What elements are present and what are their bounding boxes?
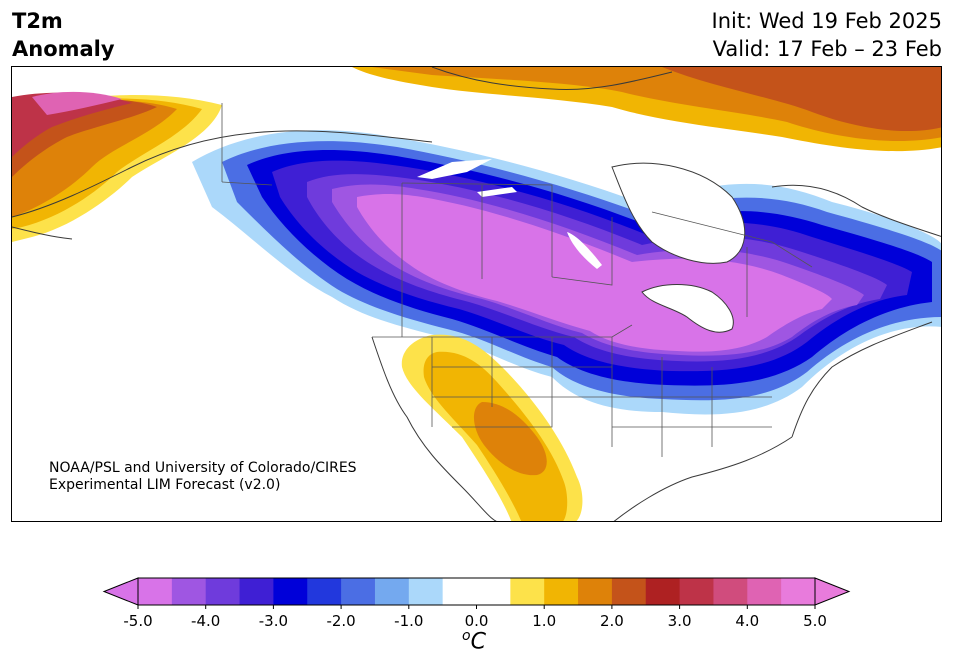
colorbar-cell	[510, 578, 545, 605]
forecast-dates: Init: Wed 19 Feb 2025 Valid: 17 Feb – 23…	[712, 7, 942, 63]
valid-range: Valid: 17 Feb – 23 Feb	[712, 37, 942, 61]
colorbar-tick-label: 1.0	[532, 612, 556, 630]
lake-winnipeg	[567, 232, 602, 269]
colorbar-tick-label: -1.0	[394, 612, 423, 630]
coastlines	[12, 67, 941, 521]
colorbar-tick-label: 3.0	[668, 612, 692, 630]
colorbar-tick-label: 4.0	[735, 612, 759, 630]
map-title-line2: Anomaly	[12, 37, 115, 61]
sw-warm-darkorange	[473, 402, 547, 476]
colorbar-ticks: -5.0 -4.0 -3.0 -2.0 -1.0 0.0 1.0 2.0 3.0 4.0 5.0	[123, 605, 827, 630]
credit-line2: Experimental LIM Forecast (v2.0)	[49, 477, 281, 493]
colorbar-unit: oC	[462, 628, 486, 654]
colorbar-cell	[239, 578, 274, 605]
colorbar-tick-label: -5.0	[123, 612, 152, 630]
colorbar-tick-label: -3.0	[259, 612, 288, 630]
great-bear-lake	[417, 159, 492, 179]
unit-degree-symbol: o	[462, 628, 471, 644]
colorbar: -5.0 -4.0 -3.0 -2.0 -1.0 0.0 1.0 2.0 3.0 4.0 5.0	[102, 577, 851, 630]
colorbar-cell	[307, 578, 342, 605]
map-canvas	[12, 67, 941, 521]
colorbar-tick-label: -4.0	[191, 612, 220, 630]
unit-letter: C	[470, 629, 486, 655]
colorbar-cell	[645, 578, 681, 605]
hudson-bay	[612, 163, 745, 264]
colorbar-extend-high	[814, 577, 851, 606]
arctic-warm-red	[662, 67, 941, 131]
anomaly-map	[11, 66, 942, 522]
colorbar-cell	[171, 578, 207, 605]
colorbar-tick-label: 5.0	[803, 612, 827, 630]
colorbar-cell	[781, 578, 816, 605]
colorbar-cell	[341, 578, 376, 605]
colorbar-cell	[611, 578, 647, 605]
alaska-warm-magenta	[32, 91, 122, 115]
colorbar-cell	[578, 578, 613, 605]
colorbar-cell	[205, 578, 241, 605]
colorbar-cell	[442, 578, 477, 605]
colorbar-tick-label: 2.0	[600, 612, 624, 630]
colorbar-tick-label: -2.0	[326, 612, 355, 630]
colorbar-cell	[476, 578, 511, 605]
map-title-line1: T2m	[12, 9, 63, 33]
great-slave-lake	[477, 187, 517, 197]
colorbar-cell	[747, 578, 782, 605]
colorbar-cell	[679, 578, 714, 605]
political-borders	[221, 103, 813, 457]
colorbar-cells	[102, 577, 851, 606]
colorbar-cell	[544, 578, 579, 605]
colorbar-cell	[273, 578, 308, 605]
init-date: Init: Wed 19 Feb 2025	[711, 9, 942, 33]
colorbar-tick-label: 0.0	[465, 612, 489, 630]
credit-text: NOAA/PSL and University of Colorado/CIRE…	[49, 460, 357, 494]
colorbar-extend-low	[102, 577, 139, 606]
credit-line1: NOAA/PSL and University of Colorado/CIRE…	[49, 460, 357, 476]
great-lakes	[642, 284, 734, 333]
map-title: T2m Anomaly	[12, 7, 115, 63]
colorbar-cell	[408, 578, 444, 605]
colorbar-cell	[374, 578, 410, 605]
colorbar-cell	[713, 578, 748, 605]
colorbar-cell	[138, 578, 173, 605]
